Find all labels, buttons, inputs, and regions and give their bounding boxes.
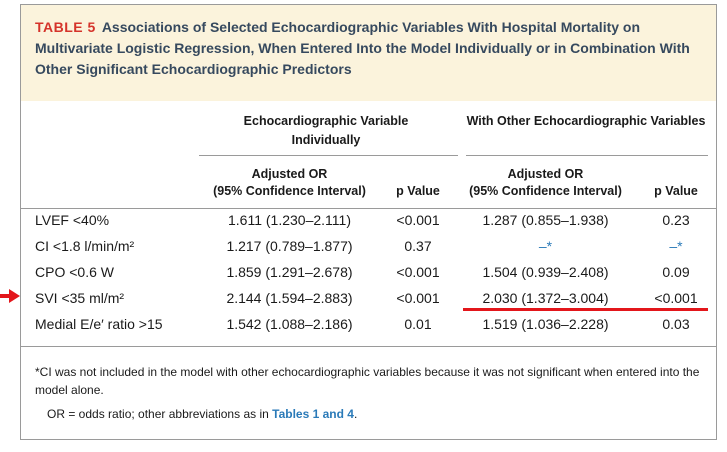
cell-p2: 0.09 bbox=[662, 264, 690, 280]
table-title: TABLE 5 Associations of Selected Echocard… bbox=[35, 17, 702, 80]
cell-p2-dash: –* bbox=[669, 238, 683, 254]
highlight-underline bbox=[463, 308, 708, 311]
group-underline-individual bbox=[199, 155, 458, 156]
row-label: SVI <35 ml/m² bbox=[35, 290, 125, 306]
cell-or2: 1.287 (0.855–1.938) bbox=[482, 212, 609, 228]
cell-p1: 0.37 bbox=[404, 238, 432, 254]
cell-or1: 1.217 (0.789–1.877) bbox=[226, 238, 353, 254]
cell-p1: <0.001 bbox=[396, 264, 440, 280]
footnote-abbreviations: OR = odds ratio; other abbreviations as … bbox=[47, 405, 357, 423]
cell-or2-dash: –* bbox=[538, 238, 553, 254]
table-number: TABLE 5 bbox=[35, 19, 96, 35]
cell-or1: 2.144 (1.594–2.883) bbox=[226, 290, 353, 306]
cell-p2: <0.001 bbox=[654, 290, 698, 306]
cell-or2: 2.030 (1.372–3.004) bbox=[482, 290, 609, 306]
cell-or1: 1.859 (1.291–2.678) bbox=[226, 264, 353, 280]
group-underline-combined bbox=[466, 155, 708, 156]
cell-p1: <0.001 bbox=[396, 212, 440, 228]
col-header-p1: p Value bbox=[396, 184, 440, 198]
cell-or1: 1.542 (1.088–2.186) bbox=[226, 316, 353, 332]
row-label: Medial E/e′ ratio >15 bbox=[35, 316, 163, 332]
red-arrow-icon bbox=[0, 289, 20, 303]
row-label: CI <1.8 l/min/m² bbox=[35, 238, 135, 254]
table-frame: TABLE 5 Associations of Selected Echocard… bbox=[20, 4, 717, 440]
footnote-abbreviations-text: OR = odds ratio; other abbreviations as … bbox=[47, 407, 273, 421]
cell-p2: 0.23 bbox=[662, 212, 690, 228]
col-header-or2-line2: (95% Confidence Interval) bbox=[469, 184, 622, 198]
tables-link[interactable]: Tables 1 and 4 bbox=[272, 407, 354, 421]
header-rule bbox=[21, 208, 716, 209]
cell-or2: 1.519 (1.036–2.228) bbox=[482, 316, 609, 332]
footnote-ci: *CI was not included in the model with o… bbox=[35, 365, 700, 397]
row-label: LVEF <40% bbox=[35, 212, 110, 228]
table-title-text: Associations of Selected Echocardiograph… bbox=[35, 19, 690, 77]
cell-or2: 1.504 (0.939–2.408) bbox=[482, 264, 609, 280]
group-header-combined: With Other Echocardiographic Variables bbox=[466, 114, 706, 128]
col-header-or1-line2: (95% Confidence Interval) bbox=[213, 184, 366, 198]
row-label: CPO <0.6 W bbox=[35, 264, 114, 280]
cell-p1: <0.001 bbox=[396, 290, 440, 306]
footer-rule bbox=[21, 346, 716, 347]
cell-p2: 0.03 bbox=[662, 316, 690, 332]
cell-p1: 0.01 bbox=[404, 316, 432, 332]
col-header-or2-line1: Adjusted OR bbox=[507, 167, 584, 181]
cell-or1: 1.611 (1.230–2.111) bbox=[228, 212, 351, 228]
footnote-period: . bbox=[353, 407, 358, 421]
col-header-p2: p Value bbox=[654, 184, 698, 198]
group-header-individual: Echocardiographic Variable Individually bbox=[243, 114, 409, 147]
table-title-box: TABLE 5 Associations of Selected Echocard… bbox=[21, 5, 716, 101]
col-header-or1-line1: Adjusted OR bbox=[251, 167, 328, 181]
